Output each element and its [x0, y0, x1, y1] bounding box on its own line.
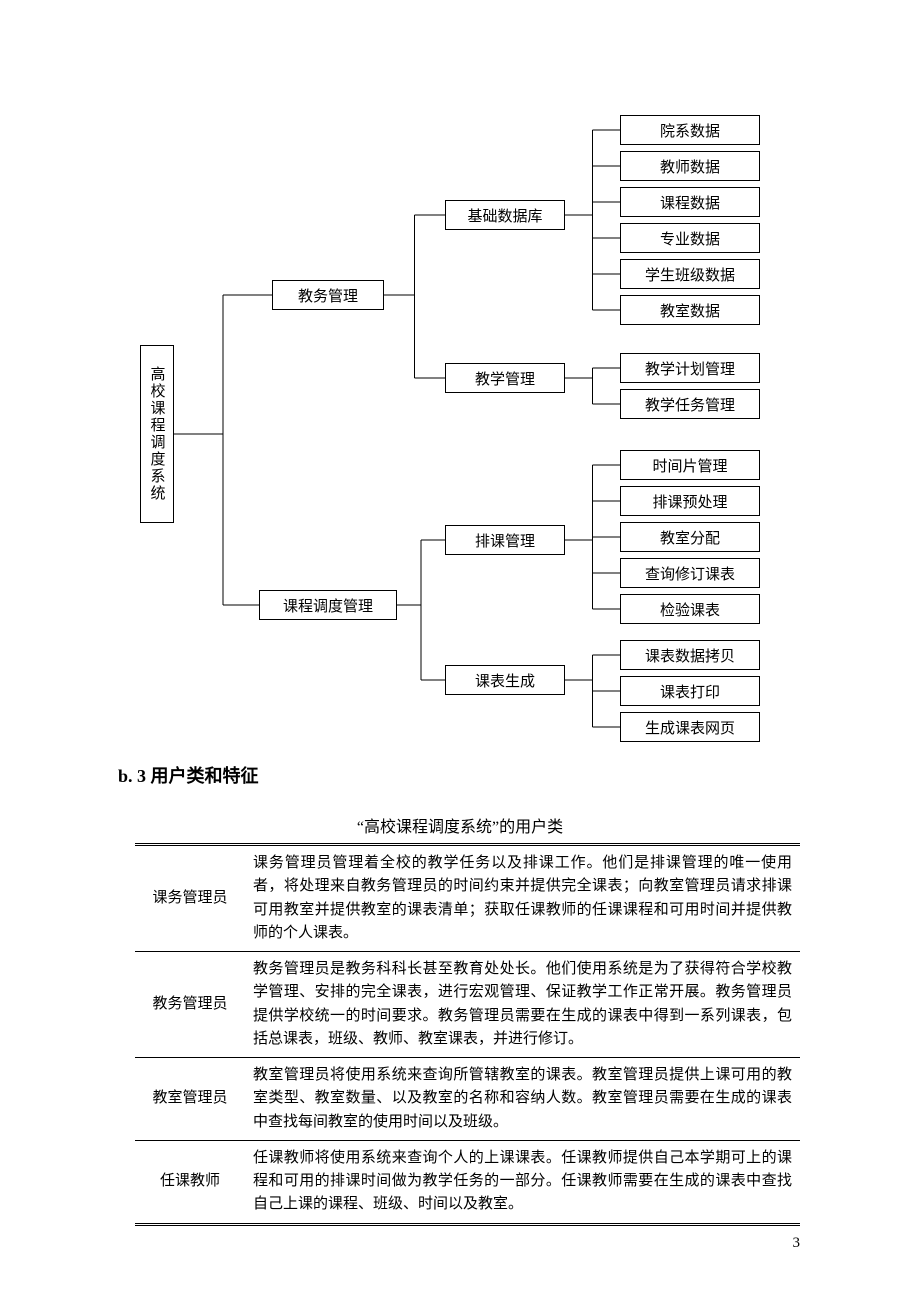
desc-cell: 课务管理员管理着全校的教学任务以及排课工作。他们是排课管理的唯一使用者，将处理来…: [245, 845, 800, 952]
tree-leaf: 教室分配: [620, 522, 760, 552]
desc-cell: 任课教师将使用系统来查询个人的上课课表。任课教师提供自己本学期可上的课程和可用的…: [245, 1140, 800, 1224]
tree-node-l3: 教学管理: [445, 363, 565, 393]
tree-leaf: 课表打印: [620, 676, 760, 706]
tree-leaf: 课表数据拷贝: [620, 640, 760, 670]
tree-leaf: 生成课表网页: [620, 712, 760, 742]
role-cell: 任课教师: [135, 1140, 245, 1224]
page-number: 3: [793, 1235, 801, 1252]
table-row: 教室管理员教室管理员将使用系统来查询所管辖教室的课表。教室管理员提供上课可用的教…: [135, 1058, 800, 1141]
tree-leaf: 时间片管理: [620, 450, 760, 480]
tree-leaf: 查询修订课表: [620, 558, 760, 588]
tree-leaf: 教室数据: [620, 295, 760, 325]
desc-cell: 教务管理员是教务科科长甚至教育处处长。他们使用系统是为了获得符合学校教学管理、安…: [245, 952, 800, 1058]
user-roles-table: 课务管理员课务管理员管理着全校的教学任务以及排课工作。他们是排课管理的唯一使用者…: [135, 843, 800, 1226]
tree-node-l3: 课表生成: [445, 665, 565, 695]
tree-leaf: 教学计划管理: [620, 353, 760, 383]
tree-leaf: 教师数据: [620, 151, 760, 181]
role-cell: 教室管理员: [135, 1058, 245, 1141]
desc-cell: 教室管理员将使用系统来查询所管辖教室的课表。教室管理员提供上课可用的教室类型、教…: [245, 1058, 800, 1141]
tree-leaf: 院系数据: [620, 115, 760, 145]
table-row: 教务管理员教务管理员是教务科科长甚至教育处处长。他们使用系统是为了获得符合学校教…: [135, 952, 800, 1058]
table-caption: “高校课程调度系统”的用户类: [0, 813, 920, 837]
tree-leaf: 学生班级数据: [620, 259, 760, 289]
page: 高校课程调度系统 教务管理课程调度管理 基础数据库教学管理排课管理课表生成 院系数据教…: [0, 0, 920, 1302]
tree-node-l2: 课程调度管理: [259, 590, 397, 620]
table-row: 任课教师任课教师将使用系统来查询个人的上课课表。任课教师提供自己本学期可上的课程…: [135, 1140, 800, 1224]
tree-leaf: 教学任务管理: [620, 389, 760, 419]
tree-root: 高校课程调度系统: [140, 345, 174, 523]
tree-node-l3: 排课管理: [445, 525, 565, 555]
tree-leaf: 排课预处理: [620, 486, 760, 516]
role-cell: 教务管理员: [135, 952, 245, 1058]
tree-leaf: 检验课表: [620, 594, 760, 624]
table-row: 课务管理员课务管理员管理着全校的教学任务以及排课工作。他们是排课管理的唯一使用者…: [135, 845, 800, 952]
org-tree-diagram: 高校课程调度系统 教务管理课程调度管理 基础数据库教学管理排课管理课表生成 院系数据教…: [0, 0, 920, 760]
section-heading: b. 3 用户类和特征: [118, 762, 259, 788]
role-cell: 课务管理员: [135, 845, 245, 952]
tree-node-l2: 教务管理: [272, 280, 384, 310]
tree-leaf: 专业数据: [620, 223, 760, 253]
tree-node-l3: 基础数据库: [445, 200, 565, 230]
tree-leaf: 课程数据: [620, 187, 760, 217]
